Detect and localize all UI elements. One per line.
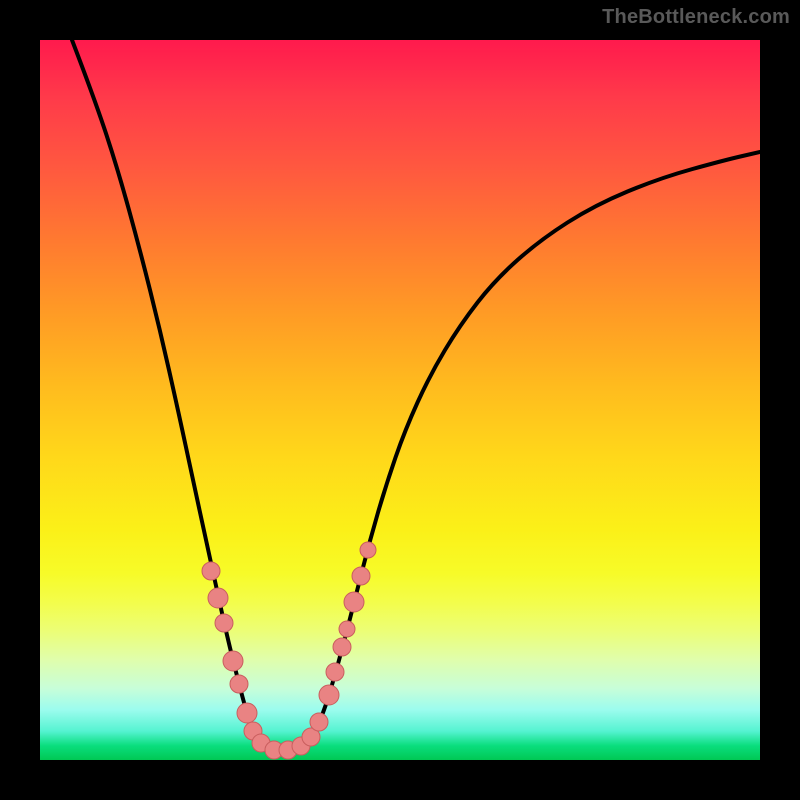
marker-dot — [208, 588, 228, 608]
marker-dot — [223, 651, 243, 671]
marker-dot — [352, 567, 370, 585]
marker-dot — [360, 542, 376, 558]
outer-frame: TheBottleneck.com — [0, 0, 800, 800]
marker-dot — [319, 685, 339, 705]
marker-group — [202, 542, 376, 759]
marker-dot — [333, 638, 351, 656]
v-curve-line — [72, 40, 760, 750]
marker-dot — [237, 703, 257, 723]
marker-dot — [215, 614, 233, 632]
marker-dot — [344, 592, 364, 612]
marker-dot — [326, 663, 344, 681]
watermark-text: TheBottleneck.com — [602, 6, 790, 29]
curve-layer — [40, 40, 760, 760]
marker-dot — [202, 562, 220, 580]
marker-dot — [310, 713, 328, 731]
plot-area — [40, 40, 760, 760]
marker-dot — [339, 621, 355, 637]
marker-dot — [230, 675, 248, 693]
